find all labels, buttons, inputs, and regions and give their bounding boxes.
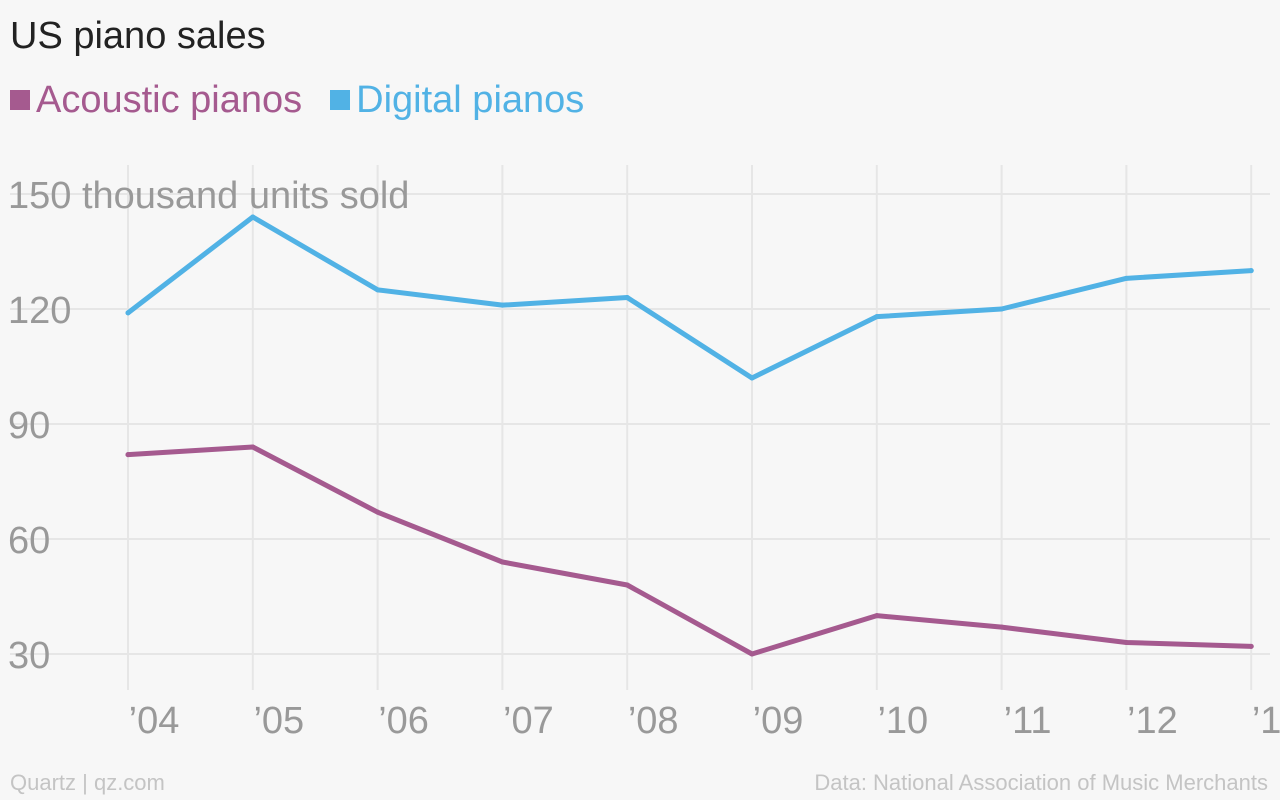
legend-item-digital: Digital pianos (330, 76, 584, 124)
chart-title: US piano sales (10, 15, 266, 57)
y-tick-label: 90 (8, 405, 50, 447)
x-tick-label: ’04 (129, 700, 180, 742)
data-point-acoustic (624, 582, 630, 588)
data-point-digital (1248, 268, 1254, 274)
series-layer (125, 214, 1254, 657)
data-point-digital (1123, 275, 1129, 281)
data-point-digital (250, 214, 256, 220)
x-tick-label: ’06 (378, 700, 429, 742)
data-point-acoustic (375, 509, 381, 515)
legend: Acoustic pianos Digital pianos (10, 76, 612, 124)
legend-label-digital: Digital pianos (356, 79, 585, 121)
x-tick-label: ’05 (253, 700, 304, 742)
x-tick-label: ’13 (1252, 700, 1280, 742)
data-point-digital (874, 314, 880, 320)
legend-label-acoustic: Acoustic pianos (36, 79, 303, 121)
y-axis-label: 150 thousand units sold (8, 175, 409, 217)
label-layer: 30 60 90 120 150 thousand units sold ’04 ’05 ’0… (8, 175, 1280, 742)
legend-item-acoustic: Acoustic pianos (10, 76, 302, 124)
x-tick-label: ’09 (753, 700, 804, 742)
data-point-digital (375, 287, 381, 293)
data-point-acoustic (1248, 643, 1254, 649)
series-line-acoustic (125, 444, 1254, 657)
data-point-digital (749, 375, 755, 381)
y-tick-label: 120 (8, 290, 71, 332)
data-point-acoustic (1123, 640, 1129, 645)
legend-swatch-acoustic (10, 90, 30, 110)
y-tick-label: 60 (8, 520, 50, 562)
grid-layer (10, 165, 1270, 690)
x-tick-label: ’12 (1127, 700, 1178, 742)
data-point-acoustic (499, 559, 505, 565)
data-point-digital (624, 295, 630, 300)
data-point-digital (125, 310, 131, 316)
series-line-digital (125, 214, 1254, 381)
data-point-acoustic (874, 613, 880, 619)
x-tick-label: ’08 (628, 700, 679, 742)
y-tick-label: 30 (8, 635, 50, 677)
x-tick-label: ’07 (503, 700, 554, 742)
x-tick-label: ’10 (877, 700, 928, 742)
data-point-digital (999, 306, 1005, 312)
data-point-acoustic (999, 624, 1005, 630)
data-point-digital (499, 302, 505, 308)
legend-swatch-digital (330, 90, 351, 110)
source-credit[interactable]: Quartz | qz.com (10, 770, 165, 795)
x-tick-label: ’11 (1004, 700, 1052, 742)
data-point-acoustic (125, 452, 131, 458)
data-point-acoustic (749, 651, 755, 657)
data-source: Data: National Association of Music Merc… (814, 770, 1268, 795)
data-point-acoustic (250, 444, 256, 450)
